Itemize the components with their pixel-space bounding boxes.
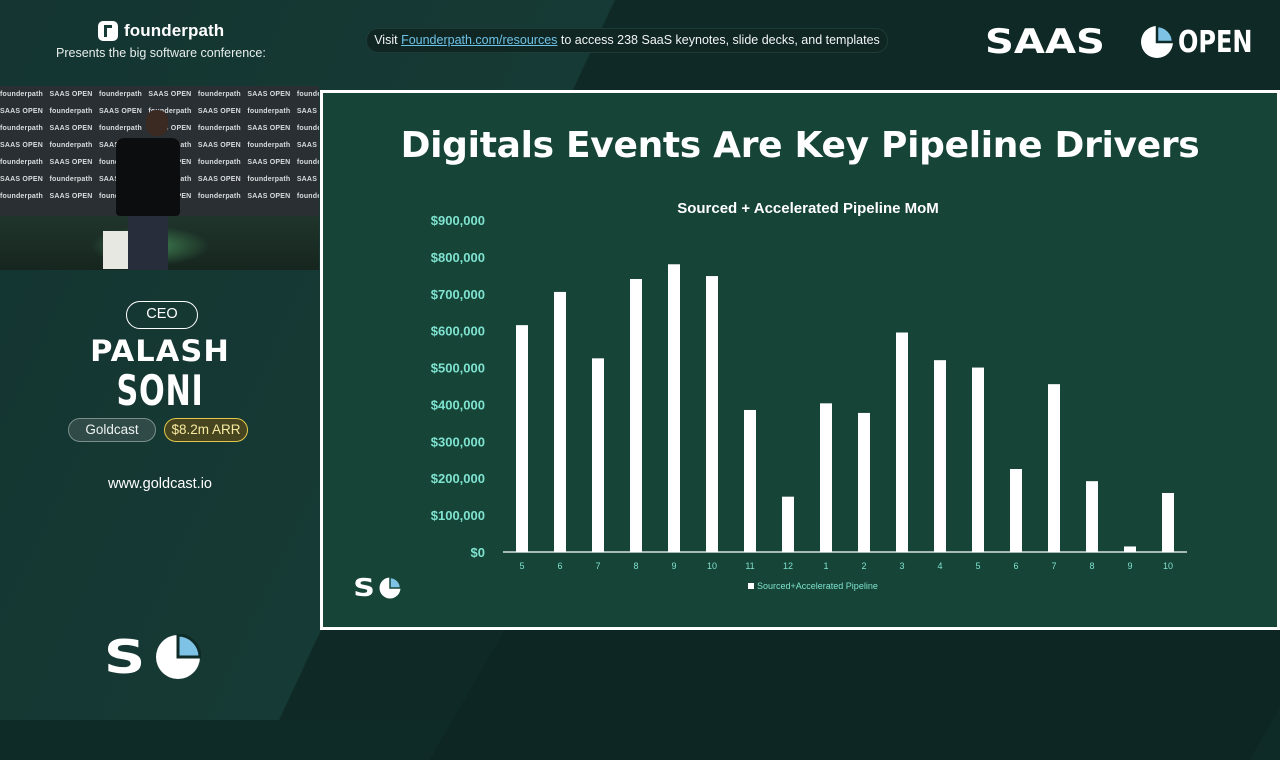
x-tick-label: 9 [1127, 561, 1132, 571]
slide-logo: S [353, 573, 402, 602]
chart-bar [592, 358, 604, 552]
saas-open-pie-icon [1141, 25, 1174, 58]
backdrop-row: founderpath SAAS OPEN founderpath SAAS O… [0, 91, 319, 98]
backdrop-row: founderpath SAAS OPEN founderpath SAAS O… [0, 125, 319, 132]
background-stripe [429, 620, 1280, 760]
backdrop-row: SAAS OPEN founderpath SAAS OPEN founderp… [0, 108, 319, 115]
saas-open-footer-logo: S [104, 630, 202, 684]
y-tick-label: $200,000 [431, 471, 485, 486]
speaker-video: founderpath SAAS OPEN founderpath SAAS O… [0, 86, 319, 270]
x-tick-label: 10 [707, 561, 717, 571]
chart-legend: Sourced+Accelerated Pipeline [748, 581, 878, 591]
chart-bar [972, 367, 984, 552]
chart-bar [820, 403, 832, 552]
chart-bar [516, 325, 528, 552]
footer-logo-letter: S [103, 630, 146, 684]
x-tick-label: 5 [975, 561, 980, 571]
chart-bar [1086, 481, 1098, 552]
y-tick-label: $0 [471, 545, 485, 560]
y-tick-label: $800,000 [431, 250, 485, 265]
chart-bar [1048, 384, 1060, 552]
arr-badge: $8.2m ARR [164, 418, 248, 442]
chart-bar [1124, 546, 1136, 552]
pipeline-bar-chart: $0 $100,000 $200,000 $300,000 $400,000 $500,0… [431, 213, 1187, 571]
x-tick-label: 2 [861, 561, 866, 571]
y-tick-label: $600,000 [431, 324, 485, 339]
chart-bar [554, 291, 566, 552]
chart-bar [630, 279, 642, 552]
saas-open-logo-left: SAAS [985, 22, 1105, 62]
x-tick-label: 7 [595, 561, 600, 571]
chart-bar [1162, 492, 1174, 552]
x-tick-label: 8 [633, 561, 638, 571]
brand-subtitle: Presents the big software conference: [56, 46, 266, 60]
speaker-legs [128, 214, 168, 270]
speaker-first-name: PALASH [90, 334, 230, 368]
speaker-role-badge: CEO [126, 301, 198, 329]
x-tick-label: 11 [745, 561, 754, 571]
y-tick-label: $300,000 [431, 434, 485, 449]
x-tick-label: 10 [1163, 561, 1173, 571]
y-tick-label: $400,000 [431, 397, 485, 412]
visit-suffix: to access 238 SaaS keynotes, slide decks… [557, 33, 880, 47]
x-tick-label: 1 [823, 561, 828, 571]
x-tick-label: 6 [557, 561, 562, 571]
x-tick-label: 7 [1051, 561, 1056, 571]
x-tick-label: 4 [937, 561, 942, 571]
founderpath-name: founderpath [124, 21, 225, 40]
speaker-torso [116, 138, 180, 216]
chart-bar [1010, 469, 1022, 552]
slide-title: Digitals Events Are Key Pipeline Drivers [400, 125, 1200, 166]
chart-bar [896, 332, 908, 552]
company-website[interactable]: www.goldcast.io [108, 476, 212, 492]
footer-pie-icon [156, 634, 202, 679]
chart-bar [858, 412, 870, 552]
founderpath-logo-icon [98, 21, 118, 41]
x-tick-label: 8 [1089, 561, 1094, 571]
y-tick-label: $500,000 [431, 361, 485, 376]
speaker-last-name: SONI [116, 366, 204, 415]
saas-open-logo: SAAS OPEN [985, 22, 1271, 62]
slide-pie-icon [379, 576, 402, 598]
chart-bar [934, 360, 946, 552]
visit-banner: Visit Founderpath.com/resources to acces… [366, 28, 888, 53]
x-tick-label: 3 [899, 561, 904, 571]
chart-bar [782, 496, 794, 552]
y-tick-label: $900,000 [431, 213, 485, 228]
y-tick-label: $700,000 [431, 287, 485, 302]
chart-bar [744, 409, 756, 552]
chart-bar [668, 264, 680, 552]
legend-label: Sourced+Accelerated Pipeline [757, 581, 878, 591]
x-tick-label: 12 [783, 561, 793, 571]
slide-logo-letter: S [353, 573, 375, 602]
speaker-head [146, 110, 168, 136]
presentation-slide: Digitals Events Are Key Pipeline Drivers… [320, 90, 1280, 630]
x-tick-label: 9 [671, 561, 676, 571]
chart-title: Sourced + Accelerated Pipeline MoM [677, 200, 939, 217]
company-badge: Goldcast [68, 418, 156, 442]
resources-link[interactable]: Founderpath.com/resources [401, 33, 558, 47]
legend-swatch [748, 583, 754, 589]
visit-prefix: Visit [374, 33, 402, 47]
saas-open-logo-right: OPEN [1178, 24, 1253, 60]
chart-bar [706, 276, 718, 552]
founderpath-brand: founderpath [98, 21, 224, 41]
x-tick-label: 5 [519, 561, 524, 571]
y-tick-label: $100,000 [431, 508, 485, 523]
x-tick-label: 6 [1013, 561, 1018, 571]
